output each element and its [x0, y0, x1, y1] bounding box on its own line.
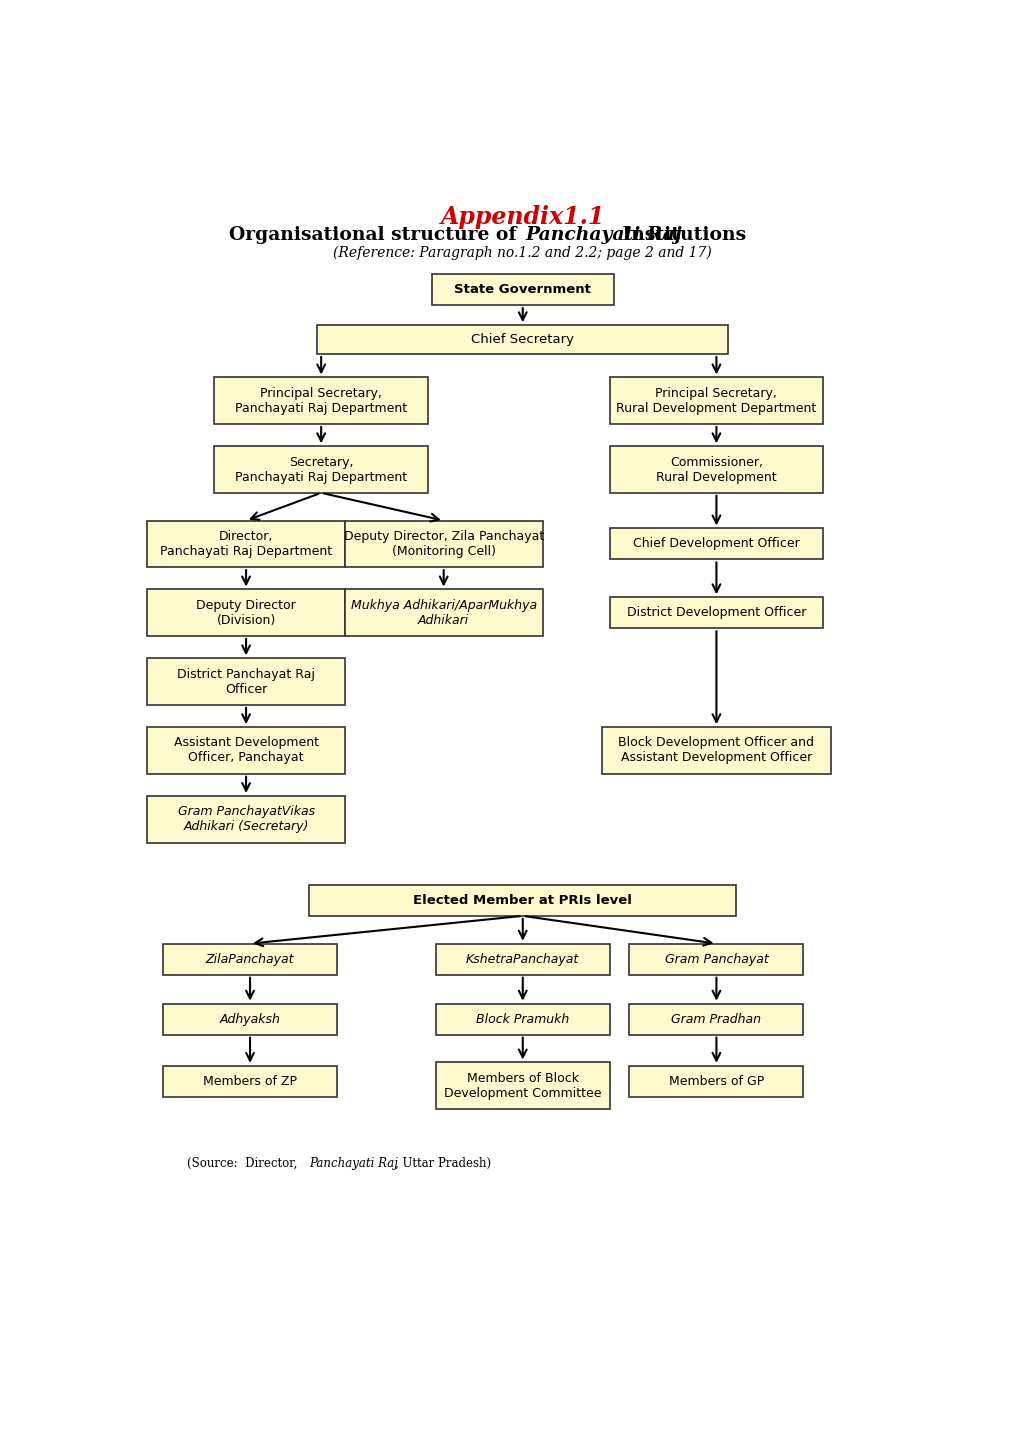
- Text: Block Development Officer and
Assistant Development Officer: Block Development Officer and Assistant …: [618, 737, 813, 764]
- Text: (Reference: Paragraph no.1.2 and 2.2; page 2 and 17): (Reference: Paragraph no.1.2 and 2.2; pa…: [333, 245, 711, 260]
- FancyBboxPatch shape: [214, 378, 428, 424]
- Text: Members of GP: Members of GP: [668, 1074, 763, 1087]
- FancyBboxPatch shape: [147, 796, 344, 842]
- FancyBboxPatch shape: [609, 446, 822, 493]
- Text: Chief Secretary: Chief Secretary: [471, 333, 574, 346]
- Text: Panchayati Raj: Panchayati Raj: [309, 1156, 397, 1169]
- FancyBboxPatch shape: [214, 446, 428, 493]
- FancyBboxPatch shape: [309, 885, 736, 916]
- Text: Members of Block
Development Committee: Members of Block Development Committee: [443, 1071, 601, 1100]
- Text: Mukhya Adhikari/AparMukhya
Adhikari: Mukhya Adhikari/AparMukhya Adhikari: [351, 598, 536, 627]
- Text: Gram PanchayatVikas
Adhikari (Secretary): Gram PanchayatVikas Adhikari (Secretary): [177, 805, 314, 833]
- Text: (Source:  Director,: (Source: Director,: [186, 1156, 301, 1169]
- Text: State Government: State Government: [453, 283, 591, 296]
- FancyBboxPatch shape: [601, 727, 830, 774]
- Text: Appendix1.1: Appendix1.1: [440, 205, 604, 229]
- Text: District Panchayat Raj
Officer: District Panchayat Raj Officer: [177, 668, 315, 695]
- Text: ZilaPanchayat: ZilaPanchayat: [206, 953, 294, 966]
- Text: Chief Development Officer: Chief Development Officer: [633, 538, 799, 551]
- Text: Gram Panchayat: Gram Panchayat: [664, 953, 767, 966]
- FancyBboxPatch shape: [435, 1004, 609, 1035]
- FancyBboxPatch shape: [163, 943, 336, 975]
- Text: Elected Member at PRIs level: Elected Member at PRIs level: [413, 894, 632, 907]
- FancyBboxPatch shape: [431, 274, 613, 306]
- Text: Institutions: Institutions: [525, 226, 746, 244]
- Text: KshetraPanchayat: KshetraPanchayat: [466, 953, 579, 966]
- FancyBboxPatch shape: [609, 378, 822, 424]
- Text: Deputy Director
(Division): Deputy Director (Division): [196, 598, 296, 627]
- Text: Members of ZP: Members of ZP: [203, 1074, 297, 1087]
- Text: Principal Secretary,
Panchayati Raj Department: Principal Secretary, Panchayati Raj Depa…: [234, 386, 407, 415]
- FancyBboxPatch shape: [317, 324, 728, 355]
- FancyBboxPatch shape: [609, 528, 822, 559]
- Text: , Uttar Pradesh): , Uttar Pradesh): [394, 1156, 490, 1169]
- FancyBboxPatch shape: [629, 943, 803, 975]
- Text: Principal Secretary,
Rural Development Department: Principal Secretary, Rural Development D…: [615, 386, 816, 415]
- Text: District Development Officer: District Development Officer: [626, 606, 805, 619]
- Text: Block Pramukh: Block Pramukh: [476, 1012, 569, 1025]
- FancyBboxPatch shape: [163, 1004, 336, 1035]
- Text: Commissioner,
Rural Development: Commissioner, Rural Development: [655, 456, 776, 483]
- FancyBboxPatch shape: [147, 727, 344, 774]
- FancyBboxPatch shape: [435, 1063, 609, 1109]
- FancyBboxPatch shape: [147, 521, 344, 567]
- Text: Director,
Panchayati Raj Department: Director, Panchayati Raj Department: [160, 529, 332, 558]
- Text: Organisational structure of: Organisational structure of: [228, 226, 522, 244]
- FancyBboxPatch shape: [147, 658, 344, 705]
- Text: Secretary,
Panchayati Raj Department: Secretary, Panchayati Raj Department: [234, 456, 407, 483]
- Text: Gram Pradhan: Gram Pradhan: [671, 1012, 760, 1025]
- FancyBboxPatch shape: [163, 1066, 336, 1097]
- FancyBboxPatch shape: [344, 590, 542, 636]
- Text: Adhyaksh: Adhyaksh: [219, 1012, 280, 1025]
- FancyBboxPatch shape: [629, 1066, 803, 1097]
- FancyBboxPatch shape: [344, 521, 542, 567]
- FancyBboxPatch shape: [435, 943, 609, 975]
- Text: Deputy Director, Zila Panchayat
(Monitoring Cell): Deputy Director, Zila Panchayat (Monitor…: [343, 529, 543, 558]
- FancyBboxPatch shape: [147, 590, 344, 636]
- FancyBboxPatch shape: [609, 597, 822, 629]
- Text: Panchayati Raj: Panchayati Raj: [525, 226, 681, 244]
- FancyBboxPatch shape: [629, 1004, 803, 1035]
- Text: Assistant Development
Officer, Panchayat: Assistant Development Officer, Panchayat: [173, 737, 318, 764]
